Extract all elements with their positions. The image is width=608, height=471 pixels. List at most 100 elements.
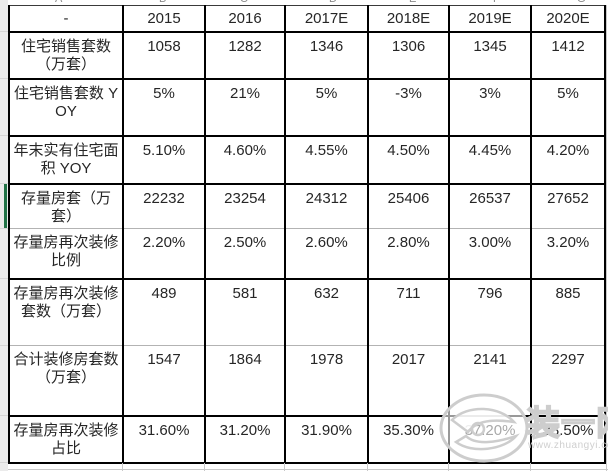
value-cell[interactable]: 1282 [205, 31, 286, 80]
value-cell[interactable]: 1058 [123, 31, 206, 80]
row-label[interactable]: 合计装修房套数（万套） [9, 345, 124, 417]
value-cell[interactable]: 2.60% [285, 228, 369, 280]
table-row-homes-sold: 住宅销售套数（万套） 1058 1282 1346 1306 1345 1412 [9, 31, 606, 80]
value-cell[interactable]: 5% [285, 78, 369, 137]
header-cell-2020e[interactable]: 2020E [531, 5, 606, 33]
excel-selection-indicator [4, 184, 7, 228]
gutter-gridline [0, 462, 8, 463]
value-cell[interactable]: 3.20% [531, 228, 606, 280]
excel-gridline [530, 463, 531, 471]
gutter-gridline [0, 278, 8, 279]
value-cell[interactable]: 1864 [205, 345, 286, 417]
column-letter: G [577, 0, 586, 5]
excel-column-letter-strip: A B C D E F G [0, 0, 608, 5]
excel-gridline [367, 463, 368, 471]
row-label[interactable]: 存量房再次装修套数（万套） [9, 278, 124, 346]
value-cell[interactable]: 24312 [285, 183, 369, 229]
excel-gridline [204, 463, 205, 471]
table-row-renovation-units: 存量房再次装修套数（万套） 489 581 632 711 796 885 [9, 278, 606, 346]
gutter-gridline [0, 31, 8, 32]
excel-gridline [606, 5, 607, 471]
value-cell[interactable]: 25406 [368, 183, 450, 229]
column-letter: B [159, 0, 166, 5]
value-cell[interactable]: 2.20% [123, 228, 206, 280]
value-cell[interactable]: 2297 [531, 345, 606, 417]
value-cell[interactable]: 37.20% [449, 415, 532, 464]
header-cell-2016[interactable]: 2016 [205, 5, 286, 33]
table-row-homes-sold-yoy: 住宅销售套数 YOY 5% 21% 5% -3% 3% 5% [9, 78, 606, 137]
value-cell[interactable]: 4.50% [368, 135, 450, 185]
table-row-renovation-share: 存量房再次装修占比 31.60% 31.20% 31.90% 35.30% 37… [9, 415, 606, 464]
value-cell[interactable]: 21% [205, 78, 286, 137]
value-cell[interactable]: 5.10% [123, 135, 206, 185]
gutter-gridline [0, 78, 8, 79]
header-cell-2018e[interactable]: 2018E [368, 5, 450, 33]
value-cell[interactable]: 885 [531, 278, 606, 346]
value-cell[interactable]: 27652 [531, 183, 606, 229]
table-row-total-renovated: 合计装修房套数（万套） 1547 1864 1978 2017 2141 229… [9, 345, 606, 417]
excel-gridline [448, 463, 449, 471]
column-letter: F [493, 0, 500, 5]
value-cell[interactable]: 1547 [123, 345, 206, 417]
value-cell[interactable]: 1978 [285, 345, 369, 417]
value-cell[interactable]: 31.60% [123, 415, 206, 464]
value-cell[interactable]: 489 [123, 278, 206, 346]
excel-gridline [8, 469, 608, 470]
row-label[interactable]: 住宅销售套数（万套） [9, 31, 124, 80]
table-row-floor-area-yoy: 年末实有住宅面积 YOY 5.10% 4.60% 4.55% 4.50% 4.4… [9, 135, 606, 185]
value-cell[interactable]: 711 [368, 278, 450, 346]
value-cell[interactable]: 38.50% [531, 415, 606, 464]
value-cell[interactable]: 581 [205, 278, 286, 346]
column-letter: E [409, 0, 416, 5]
header-row: - 2015 2016 2017E 2018E 2019E 2020E [9, 5, 606, 33]
excel-gridline [284, 463, 285, 471]
value-cell[interactable]: 31.90% [285, 415, 369, 464]
gutter-gridline [0, 135, 8, 136]
gutter-gridline [0, 345, 8, 346]
value-cell[interactable]: 23254 [205, 183, 286, 229]
column-letter: D [329, 0, 337, 5]
table-row-renovation-ratio: 存量房再次装修比例 2.20% 2.50% 2.60% 2.80% 3.00% … [9, 228, 606, 280]
header-cell-2015[interactable]: 2015 [123, 5, 206, 33]
table-row-housing-stock: 存量房套（万套） 22232 23254 24312 25406 26537 2… [9, 183, 606, 229]
value-cell[interactable]: 2141 [449, 345, 532, 417]
column-letter: A [55, 0, 62, 5]
row-label[interactable]: 住宅销售套数 YOY [9, 78, 124, 137]
value-cell[interactable]: 4.55% [285, 135, 369, 185]
value-cell[interactable]: 4.20% [531, 135, 606, 185]
value-cell[interactable]: 5% [123, 78, 206, 137]
column-letter: C [240, 0, 248, 5]
value-cell[interactable]: 3.00% [449, 228, 532, 280]
value-cell[interactable]: 2017 [368, 345, 450, 417]
gutter-gridline [0, 183, 8, 184]
excel-row-gutter [0, 0, 8, 471]
value-cell[interactable]: 4.45% [449, 135, 532, 185]
value-cell[interactable]: 22232 [123, 183, 206, 229]
value-cell[interactable]: -3% [368, 78, 450, 137]
value-cell[interactable]: 796 [449, 278, 532, 346]
row-label[interactable]: 存量房套（万套） [9, 183, 124, 229]
value-cell[interactable]: 26537 [449, 183, 532, 229]
value-cell[interactable]: 2.80% [368, 228, 450, 280]
gutter-gridline [0, 228, 8, 229]
value-cell[interactable]: 31.20% [205, 415, 286, 464]
excel-gridline [122, 463, 123, 471]
value-cell[interactable]: 1306 [368, 31, 450, 80]
value-cell[interactable]: 1412 [531, 31, 606, 80]
header-cell-2017e[interactable]: 2017E [285, 5, 369, 33]
value-cell[interactable]: 632 [285, 278, 369, 346]
header-cell-blank[interactable]: - [9, 5, 124, 33]
value-cell[interactable]: 3% [449, 78, 532, 137]
row-label[interactable]: 年末实有住宅面积 YOY [9, 135, 124, 185]
renovation-forecast-table: - 2015 2016 2017E 2018E 2019E 2020E 住宅销售… [8, 5, 606, 464]
header-cell-2019e[interactable]: 2019E [449, 5, 532, 33]
row-label[interactable]: 存量房再次装修比例 [9, 228, 124, 280]
value-cell[interactable]: 2.50% [205, 228, 286, 280]
row-label[interactable]: 存量房再次装修占比 [9, 415, 124, 464]
value-cell[interactable]: 5% [531, 78, 606, 137]
value-cell[interactable]: 4.60% [205, 135, 286, 185]
value-cell[interactable]: 1346 [285, 31, 369, 80]
value-cell[interactable]: 1345 [449, 31, 532, 80]
value-cell[interactable]: 35.30% [368, 415, 450, 464]
